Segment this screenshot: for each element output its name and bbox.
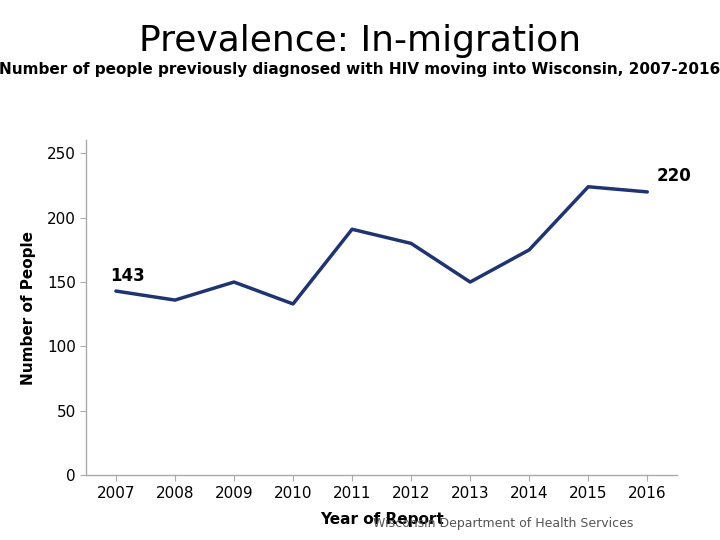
Text: 143: 143 — [110, 267, 145, 285]
Text: Wisconsin Department of Health Services: Wisconsin Department of Health Services — [373, 517, 634, 530]
Text: Prevalence: In-migration: Prevalence: In-migration — [139, 24, 581, 58]
Text: 220: 220 — [656, 167, 691, 185]
Text: Number of people previously diagnosed with HIV moving into Wisconsin, 2007-2016: Number of people previously diagnosed wi… — [0, 62, 720, 77]
Y-axis label: Number of People: Number of People — [21, 231, 36, 385]
X-axis label: Year of Report: Year of Report — [320, 512, 444, 526]
